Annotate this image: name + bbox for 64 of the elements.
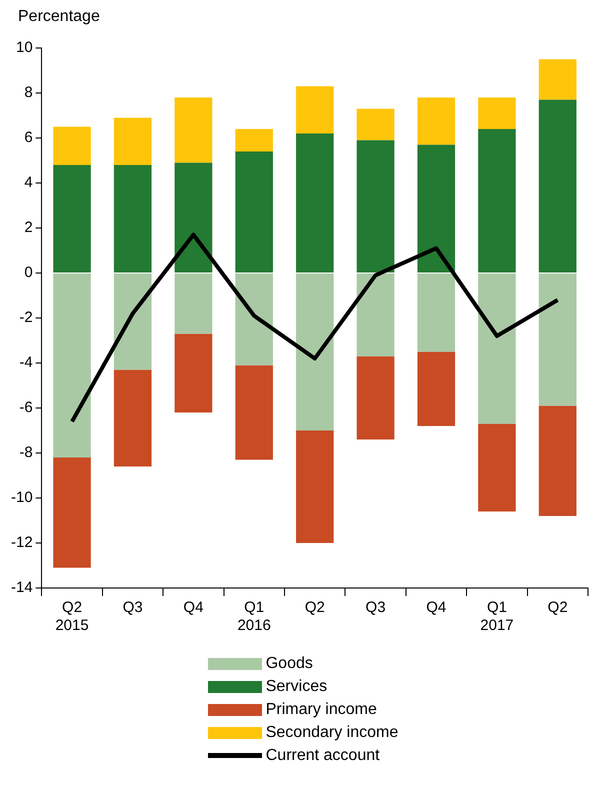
bar [174, 334, 212, 412]
x-tick-label: Q3 [122, 599, 143, 616]
bar [417, 98, 456, 145]
bar [417, 352, 456, 426]
bar [538, 59, 576, 100]
x-tick-label: Q4 [426, 599, 446, 616]
x-tick-label: Q2 2015 [55, 599, 89, 634]
bar [478, 424, 516, 512]
bar [235, 152, 273, 272]
bar [478, 98, 516, 129]
bar [356, 274, 394, 356]
y-tick-label: 0 [24, 264, 33, 282]
bar [478, 274, 516, 424]
bar [53, 126, 91, 165]
bar [478, 129, 516, 272]
bar [114, 370, 152, 466]
bar [114, 165, 152, 272]
bar [174, 274, 212, 334]
bar [296, 274, 334, 430]
y-tick-label: -2 [19, 309, 33, 326]
y-tick-label: 10 [16, 39, 33, 56]
legend-label: Services [266, 678, 328, 696]
y-tick-label: 4 [24, 174, 33, 192]
legend-label: Current account [266, 746, 380, 764]
bar [53, 274, 91, 458]
bar [174, 162, 212, 272]
x-tick-label: Q2 [304, 599, 325, 616]
bar [53, 165, 91, 272]
y-axis-title: Percentage [18, 8, 101, 27]
x-tick-label: Q1 2016 [237, 599, 271, 634]
x-tick-label: Q3 [366, 599, 386, 616]
bar [417, 144, 456, 272]
bar [356, 108, 394, 140]
y-tick-label: 8 [24, 84, 33, 102]
bar [356, 356, 394, 440]
bar [296, 430, 334, 543]
y-tick-label: -8 [19, 444, 33, 462]
bar [417, 274, 456, 352]
bar [114, 274, 152, 370]
bar [356, 140, 394, 272]
bar [114, 118, 152, 165]
y-tick-label: -10 [10, 489, 33, 506]
y-tick-label: -12 [10, 534, 33, 552]
legend-label: Secondary income [266, 724, 398, 742]
bar [235, 274, 273, 366]
bar [538, 406, 576, 516]
x-tick-label: Q1 2017 [480, 599, 514, 634]
y-tick-label: -14 [10, 579, 33, 596]
bar [53, 458, 91, 568]
bar [538, 274, 576, 406]
bar [538, 100, 576, 272]
bar [235, 129, 273, 152]
bar [235, 365, 273, 460]
x-tick-label: Q2 [548, 599, 568, 616]
y-tick-label: 2 [24, 219, 33, 236]
bar [296, 134, 334, 272]
x-tick-label: Q4 [183, 599, 204, 616]
y-tick-label: -6 [19, 399, 33, 416]
bar [296, 86, 334, 134]
bar [174, 98, 212, 163]
y-tick-label: 6 [24, 129, 33, 146]
legend-label: Primary income [266, 700, 377, 718]
y-tick-label: -4 [19, 354, 33, 372]
legend-label: Goods [266, 654, 313, 672]
